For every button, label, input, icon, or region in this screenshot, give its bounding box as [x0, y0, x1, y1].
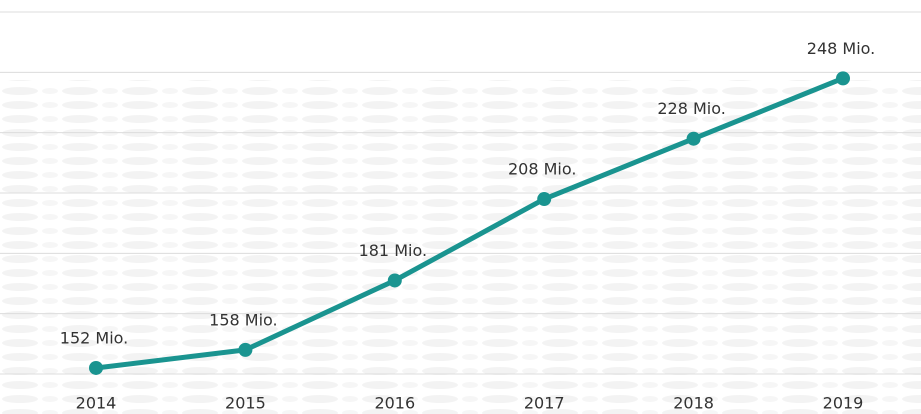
x-tick-label: 2014: [76, 394, 117, 413]
data-label: 228 Mio.: [657, 99, 725, 118]
point: [387, 273, 402, 288]
point: [537, 192, 552, 207]
x-tick-label: 2016: [374, 394, 415, 413]
data-label: 248 Mio.: [807, 39, 875, 58]
x-tick-label: 2015: [225, 394, 266, 413]
data-label: 158 Mio.: [209, 310, 277, 329]
point: [238, 342, 253, 357]
data-label: 181 Mio.: [359, 241, 427, 260]
x-tick-label: 2018: [673, 394, 714, 413]
point: [686, 131, 701, 146]
x-tick-label: 2017: [524, 394, 565, 413]
data-label: 208 Mio.: [508, 160, 576, 179]
line: [95, 76, 844, 371]
x-tick-label: 2019: [823, 394, 864, 413]
point: [89, 360, 103, 375]
data-label: 152 Mio.: [60, 328, 128, 347]
point: [836, 71, 850, 86]
